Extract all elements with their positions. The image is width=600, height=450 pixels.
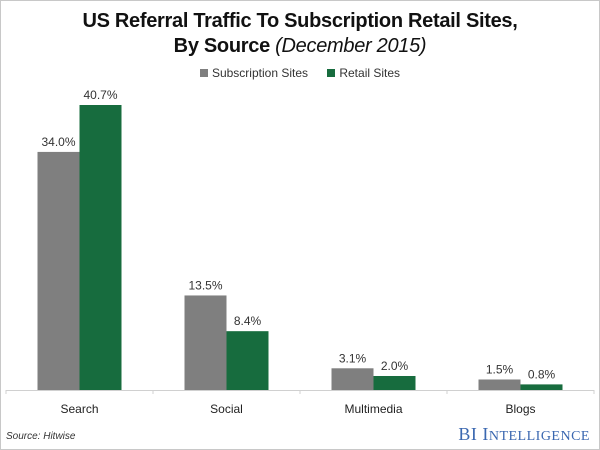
data-label: 2.0% [381, 359, 409, 373]
data-label: 3.1% [339, 351, 367, 365]
legend-item-retail: Retail Sites [327, 66, 400, 80]
bar-retail-sites-search [79, 105, 122, 390]
legend: Subscription Sites Retail Sites [0, 66, 600, 80]
source-note: Source: Hitwise [6, 431, 76, 442]
data-label: 13.5% [188, 278, 222, 292]
bar-retail-sites-social [226, 331, 269, 390]
x-tick-label-search: Search [60, 402, 98, 416]
bar-subscription-sites-multimedia [331, 368, 374, 390]
x-tick-label-multimedia: Multimedia [344, 402, 402, 416]
legend-label-retail: Retail Sites [339, 66, 401, 80]
legend-swatch-retail [327, 69, 336, 77]
chart-subtitle: (December 2015) [275, 35, 427, 57]
brand-logo: BI INTELLIGENCE [458, 424, 590, 445]
bar-subscription-sites-blogs [478, 379, 521, 390]
bar-subscription-sites-social [184, 295, 227, 390]
bar-subscription-sites-search [37, 151, 80, 390]
data-label: 0.8% [528, 367, 556, 381]
legend-swatch-subscription [199, 69, 208, 77]
brand-bi: BI [458, 424, 478, 444]
bar-retail-sites-blogs [520, 384, 563, 390]
chart-title: US Referral Traffic To Subscription Reta… [0, 10, 600, 33]
x-tick-label-social: Social [210, 402, 243, 416]
data-label: 1.5% [486, 362, 514, 376]
bar-retail-sites-multimedia [373, 375, 416, 390]
legend-label-subscription: Subscription Sites [211, 66, 308, 80]
data-label: 40.7% [83, 88, 117, 102]
data-label: 34.0% [41, 135, 75, 149]
x-tick-label-blogs: Blogs [505, 402, 535, 416]
brand-i: I [482, 424, 489, 444]
chart-title-2: By Source (December 2015) [0, 35, 600, 58]
brand-intelligence: NTELLIGENCE [488, 429, 590, 444]
data-label: 8.4% [234, 314, 262, 328]
chart-title-line1: US Referral Traffic To Subscription Reta… [82, 10, 518, 32]
chart-title-line2: By Source [173, 35, 271, 57]
legend-item-subscription: Subscription Sites [199, 66, 308, 80]
